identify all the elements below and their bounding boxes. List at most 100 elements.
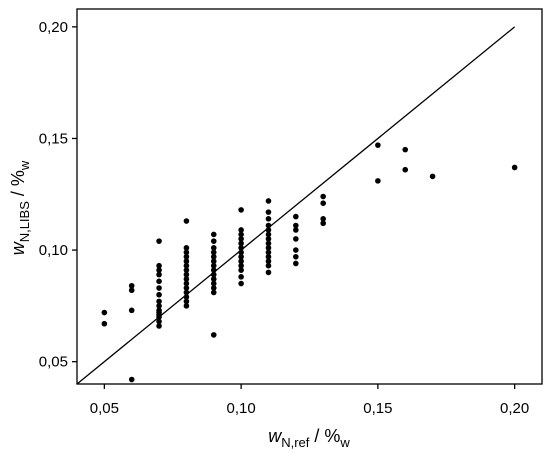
x-axis-unit-sub: w <box>339 435 350 450</box>
x-axis-var-sub: N,ref <box>281 435 310 450</box>
data-point <box>293 222 299 229</box>
y-tick-label: 0,05 <box>39 354 68 371</box>
data-point <box>183 262 190 269</box>
x-tick-label: 0,20 <box>500 400 529 417</box>
x-axis-var: w <box>268 426 282 446</box>
data-point <box>375 142 381 148</box>
data-point <box>210 267 217 273</box>
data-point <box>128 376 135 383</box>
data-point <box>210 245 217 251</box>
data-point <box>293 260 299 267</box>
data-point <box>210 238 217 244</box>
data-point <box>238 227 244 233</box>
data-point <box>265 216 272 222</box>
data-point <box>320 216 326 222</box>
y-axis-sep: / % <box>8 170 28 201</box>
data-point <box>265 222 272 229</box>
data-point <box>265 209 272 215</box>
data-point <box>128 307 135 314</box>
data-point <box>429 173 436 180</box>
data-point <box>183 218 190 224</box>
data-point <box>210 231 217 238</box>
data-point <box>128 287 135 294</box>
data-point <box>238 236 244 242</box>
data-point <box>156 314 162 320</box>
y-axis-var-sub: N,LIBS <box>17 201 32 243</box>
data-point <box>128 282 135 289</box>
data-point <box>293 253 299 260</box>
data-point <box>210 276 217 282</box>
y-tick-label: 0,20 <box>39 19 68 36</box>
data-point <box>402 146 409 153</box>
data-point <box>265 227 272 233</box>
data-point <box>183 276 190 282</box>
y-axis-unit-sub: w <box>17 160 32 171</box>
data-point <box>238 231 244 238</box>
data-point <box>265 240 272 247</box>
data-point <box>265 258 272 265</box>
data-point <box>265 231 272 238</box>
data-point <box>210 332 217 338</box>
data-point <box>210 253 217 260</box>
data-point <box>210 258 217 265</box>
data-points <box>101 142 518 383</box>
data-point <box>238 253 244 260</box>
data-point <box>238 207 244 213</box>
data-point <box>183 294 190 300</box>
y-tick-label: 0,10 <box>39 242 68 259</box>
data-point <box>156 278 162 285</box>
data-point <box>238 249 244 256</box>
data-point <box>101 320 108 327</box>
data-point <box>402 166 409 173</box>
data-point <box>511 164 518 171</box>
data-point <box>265 236 272 242</box>
data-point <box>156 285 162 291</box>
data-point <box>156 291 162 298</box>
data-point <box>183 271 190 278</box>
data-point <box>265 269 272 276</box>
y-tick-label: 0,15 <box>39 130 68 147</box>
tick-labels: 0,05 0,10 0,15 0,20 0,05 0,10 0,15 0,20 <box>39 19 529 417</box>
data-point <box>210 249 217 256</box>
data-point <box>156 262 162 269</box>
data-point <box>238 280 244 287</box>
data-point <box>293 247 299 253</box>
data-point <box>183 258 190 265</box>
data-point <box>210 280 217 287</box>
data-point <box>183 303 190 309</box>
y-axis-var: w <box>8 241 28 255</box>
data-point <box>183 245 190 251</box>
data-point <box>183 289 190 296</box>
data-point <box>183 249 190 256</box>
data-point <box>238 258 244 265</box>
data-point <box>320 220 326 227</box>
data-point <box>293 236 299 242</box>
data-point <box>210 271 217 278</box>
data-point <box>183 267 190 273</box>
data-point <box>210 285 217 291</box>
data-point <box>293 227 299 233</box>
data-point <box>183 280 190 287</box>
data-point <box>156 267 162 273</box>
data-point <box>183 285 190 291</box>
data-point <box>238 262 244 269</box>
data-point <box>156 238 162 244</box>
data-point <box>210 289 217 296</box>
data-point <box>156 318 162 325</box>
x-tick-label: 0,10 <box>227 400 256 417</box>
x-axis-sep: / % <box>309 426 340 446</box>
x-axis-title: wN,ref / %w <box>268 426 350 450</box>
data-point <box>375 178 381 184</box>
data-point <box>320 200 326 206</box>
data-point <box>265 198 272 204</box>
data-point <box>210 262 217 269</box>
data-point <box>293 213 299 220</box>
tick-marks <box>72 26 516 389</box>
data-point <box>156 303 162 309</box>
data-point <box>265 253 272 260</box>
x-tick-label: 0,05 <box>90 400 119 417</box>
data-point <box>156 298 162 305</box>
data-point <box>238 245 244 251</box>
data-point <box>156 323 162 329</box>
x-tick-label: 0,15 <box>363 400 392 417</box>
